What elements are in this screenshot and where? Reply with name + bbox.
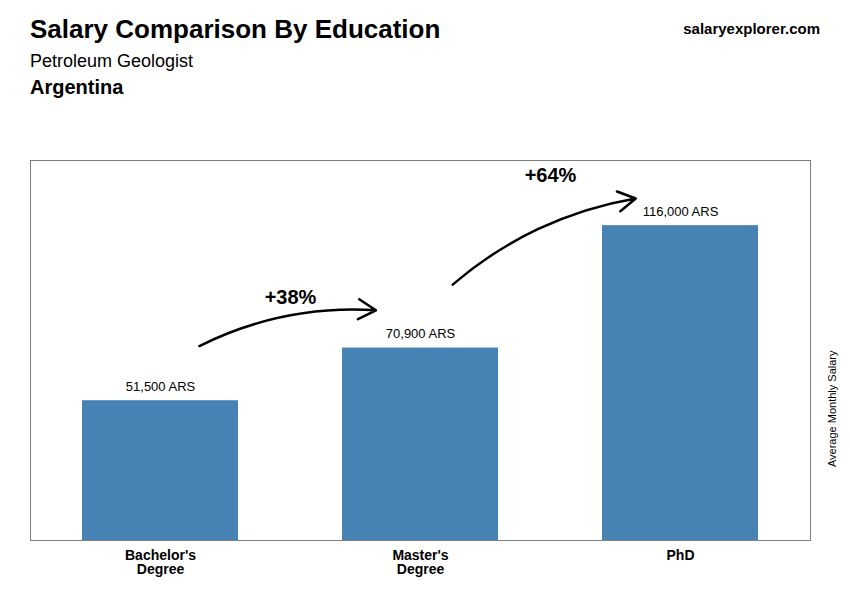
html-text:salaryexplorer.com: salaryexplorer.com: [683, 20, 820, 37]
svg-text:51,500 ARS: 51,500 ARS: [126, 379, 196, 394]
html-text:Argentina: Argentina: [30, 76, 124, 98]
svg-text:+38%: +38%: [265, 286, 317, 308]
svg-text:Average Monthly Salary: Average Monthly Salary: [826, 350, 838, 467]
svg-text:+64%: +64%: [525, 164, 577, 186]
svg-text:PhD: PhD: [667, 547, 695, 563]
svg-text:70,900 ARS: 70,900 ARS: [386, 326, 456, 341]
html-text:Petroleum Geologist: Petroleum Geologist: [30, 51, 194, 71]
html-text:Salary Comparison By Education: Salary Comparison By Education: [30, 14, 441, 44]
svg-text:Master'sDegree: Master'sDegree: [392, 547, 448, 577]
svg-text:Bachelor'sDegree: Bachelor'sDegree: [125, 547, 196, 577]
svg-text:116,000 ARS: 116,000 ARS: [643, 204, 719, 219]
